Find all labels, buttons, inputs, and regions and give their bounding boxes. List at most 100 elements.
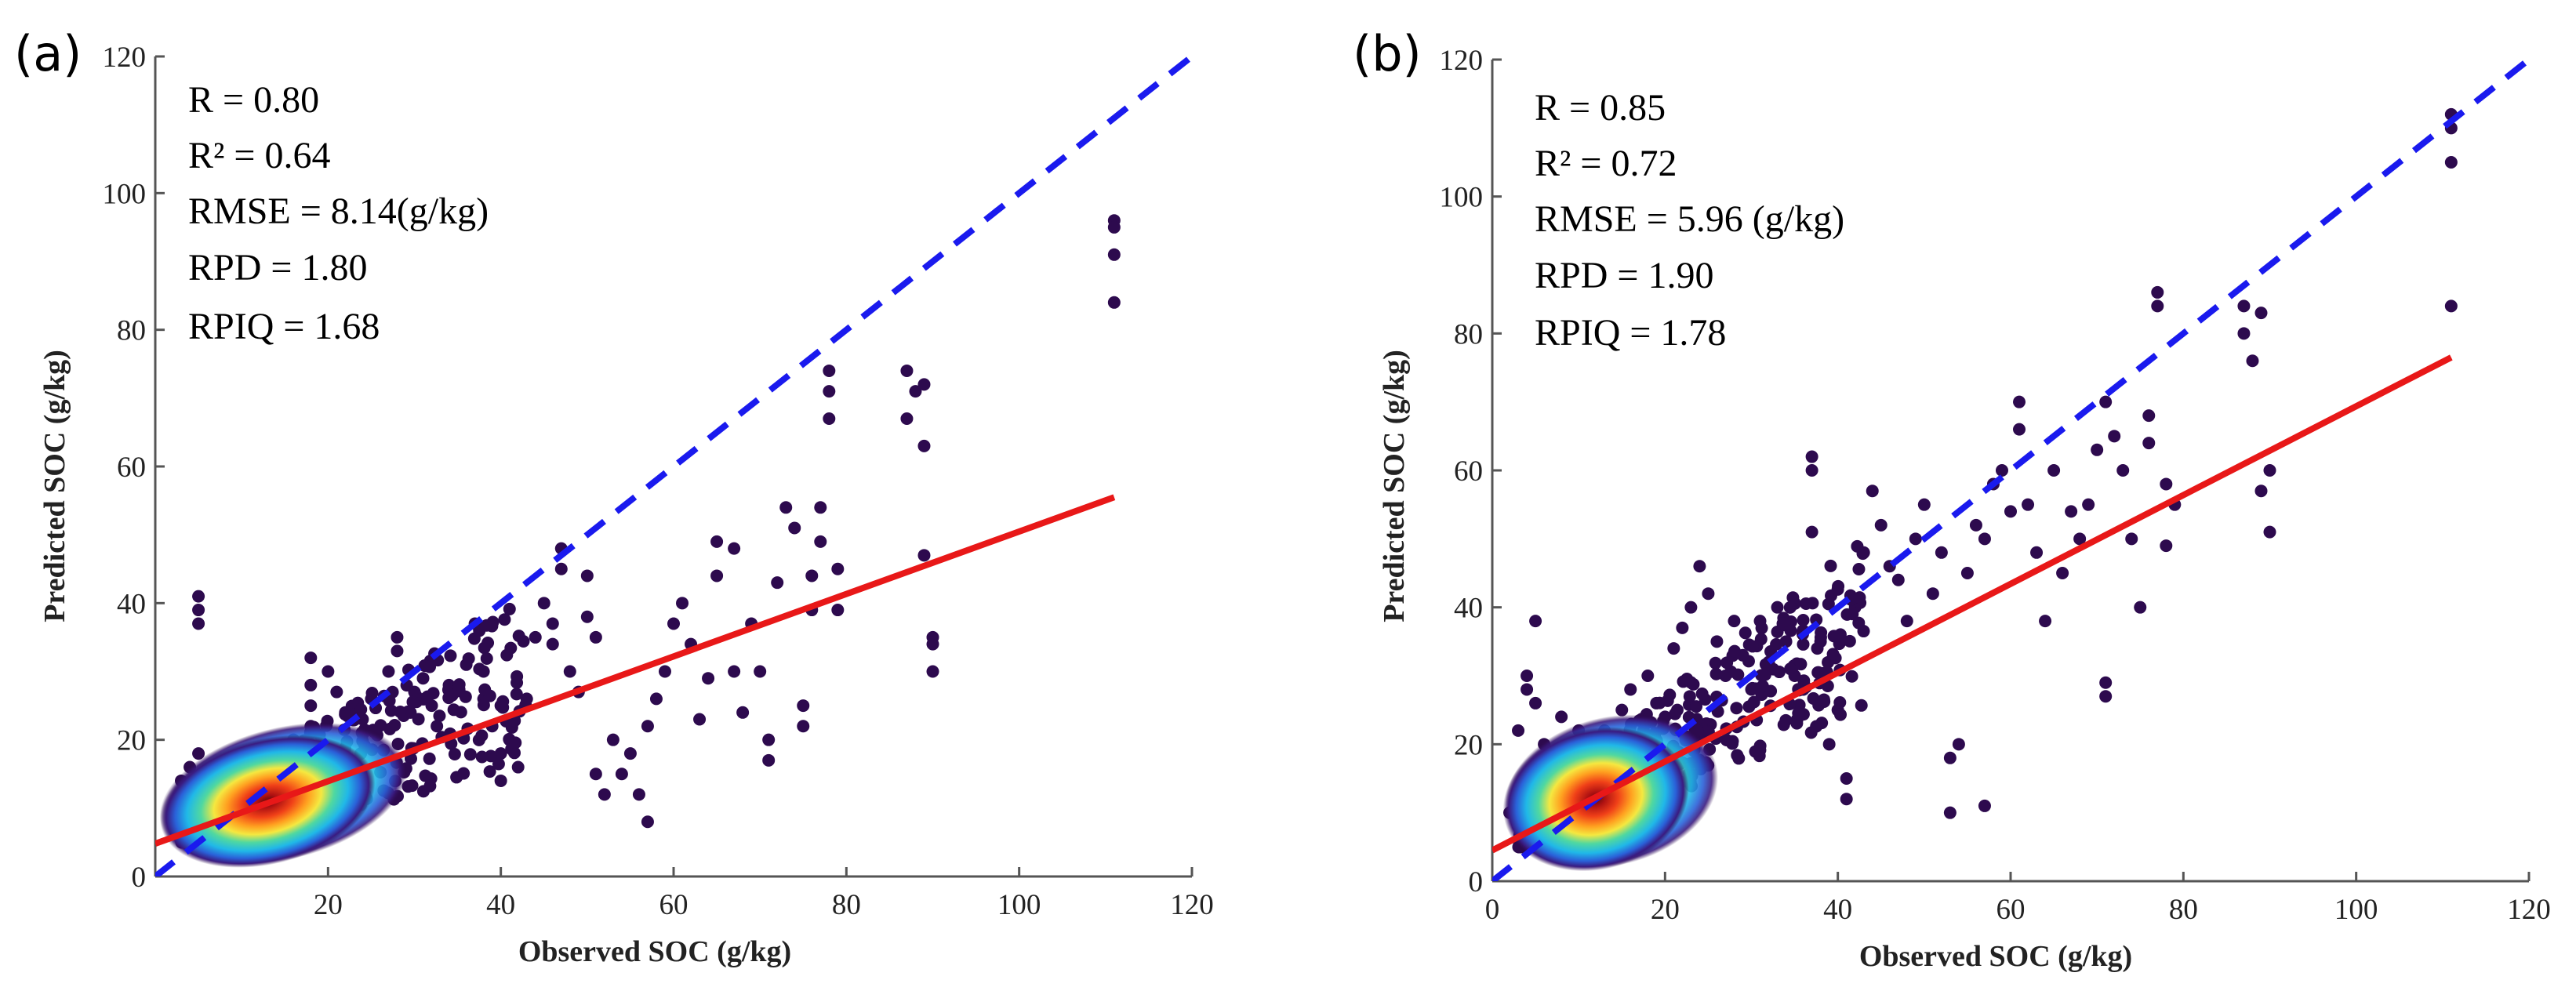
- scatter-point: [192, 747, 205, 760]
- scatter-point: [1709, 656, 1722, 670]
- scatter-point: [823, 412, 836, 425]
- scatter-point: [589, 768, 602, 781]
- scatter-point: [365, 687, 379, 700]
- y-tick-label: 20: [117, 725, 146, 757]
- panel-a-ticks: 20 40 60 80 100 120 0 20 40 60 80 100 120: [103, 42, 1214, 921]
- x-tick-label: 80: [2169, 894, 2198, 926]
- scatter-point: [909, 385, 922, 398]
- scatter-point: [814, 535, 827, 548]
- scatter-point: [2099, 676, 2113, 689]
- scatter-point: [480, 651, 493, 665]
- scatter-point: [2151, 299, 2164, 313]
- scatter-point: [1667, 642, 1680, 655]
- scatter-point: [510, 688, 523, 701]
- panel-b-x-axis-title: Observed SOC (g/kg): [1859, 940, 2132, 973]
- scatter-point: [1794, 658, 1808, 671]
- scatter-point: [1739, 626, 1752, 640]
- scatter-point: [1900, 615, 1913, 628]
- scatter-point: [480, 619, 493, 632]
- scatter-point: [416, 785, 430, 798]
- scatter-point: [814, 501, 827, 514]
- scatter-point: [1825, 589, 1838, 602]
- scatter-point: [391, 644, 404, 658]
- scatter-point: [805, 569, 819, 582]
- y-tick-label: 60: [117, 452, 146, 484]
- panel-b-label: (b): [1353, 25, 1422, 82]
- scatter-point: [1909, 532, 1922, 546]
- scatter-point: [2047, 464, 2061, 477]
- scatter-point: [481, 637, 495, 650]
- panel-a-y-axis-title: Predicted SOC (g/kg): [38, 350, 71, 622]
- scatter-point: [1624, 683, 1637, 696]
- scatter-point: [477, 699, 490, 712]
- scatter-point: [563, 665, 576, 678]
- scatter-point: [754, 665, 767, 678]
- scatter-point: [728, 542, 741, 555]
- panel-b-stats: R = 0.85 R² = 0.72 RMSE = 5.96 (g/kg) RP…: [1535, 87, 1844, 354]
- scatter-point: [192, 617, 205, 630]
- scatter-point: [1833, 696, 1847, 709]
- stat-r: R = 0.80: [188, 79, 319, 121]
- scatter-point: [423, 752, 436, 765]
- x-tick-label: 20: [1651, 894, 1680, 926]
- scatter-point: [1917, 498, 1931, 511]
- scatter-point: [1693, 560, 1706, 573]
- scatter-point: [1826, 648, 1840, 661]
- scatter-point: [1952, 738, 1965, 751]
- stat-rpd: RPD = 1.90: [1535, 255, 1713, 296]
- scatter-point: [1845, 670, 1858, 683]
- panel-b-ticks: 0 20 40 60 80 100 120 0 20 40 60 80 100 120: [1440, 45, 2551, 926]
- scatter-point: [1653, 696, 1666, 709]
- scatter-point: [2099, 690, 2113, 703]
- scatter-point: [710, 535, 724, 548]
- stat-rpd: RPD = 1.80: [188, 247, 367, 289]
- scatter-point: [1747, 695, 1760, 709]
- scatter-point: [2246, 354, 2259, 368]
- scatter-point: [2116, 464, 2130, 477]
- panel-a-stats: R = 0.80 R² = 0.64 RMSE = 8.14(g/kg) RPD…: [188, 79, 489, 347]
- scatter-point: [452, 678, 466, 691]
- panel-b-y-axis-title: Predicted SOC (g/kg): [1378, 350, 1411, 622]
- scatter-point: [771, 576, 784, 590]
- scatter-point: [1807, 691, 1820, 705]
- panel-b: (b) 0 20 40 60 80 100 120 0 20 40 60 80 100 120 R = 0…: [1353, 25, 2551, 973]
- scatter-point: [623, 747, 637, 760]
- scatter-point: [1810, 613, 1823, 626]
- scatter-point: [509, 736, 522, 749]
- scatter-point: [1107, 296, 1121, 309]
- scatter-point: [1797, 708, 1810, 721]
- scatter-point: [1521, 670, 1534, 682]
- scatter-point: [1834, 708, 1848, 721]
- x-tick-label: 120: [1170, 889, 1214, 921]
- y-tick-label: 120: [103, 42, 147, 74]
- scatter-point: [658, 665, 671, 678]
- scatter-point: [788, 521, 801, 535]
- scatter-point: [419, 769, 432, 782]
- scatter-point: [900, 364, 914, 377]
- scatter-point: [917, 378, 931, 391]
- scatter-point: [1726, 737, 1739, 750]
- scatter-point: [1806, 597, 1819, 610]
- scatter-point: [1814, 631, 1827, 644]
- scatter-point: [492, 757, 505, 771]
- x-tick-label: 40: [1823, 894, 1852, 926]
- scatter-point: [494, 747, 507, 760]
- scatter-point: [1529, 696, 1542, 709]
- scatter-point: [2237, 327, 2251, 340]
- scatter-point: [1615, 703, 1629, 717]
- scatter-point: [391, 630, 404, 644]
- scatter-point: [512, 630, 525, 643]
- scatter-point: [1687, 677, 1700, 691]
- scatter-point: [1746, 640, 1759, 653]
- scatter-point: [494, 774, 507, 787]
- scatter-point: [1771, 601, 1784, 614]
- scatter-point: [1840, 772, 1853, 785]
- scatter-point: [2073, 532, 2087, 546]
- scatter-point: [2142, 409, 2156, 423]
- scatter-point: [1695, 687, 1709, 700]
- scatter-point: [322, 665, 335, 678]
- scatter-point: [442, 691, 456, 705]
- scatter-point: [900, 412, 914, 425]
- scatter-point: [917, 549, 931, 562]
- scatter-point: [1670, 703, 1684, 717]
